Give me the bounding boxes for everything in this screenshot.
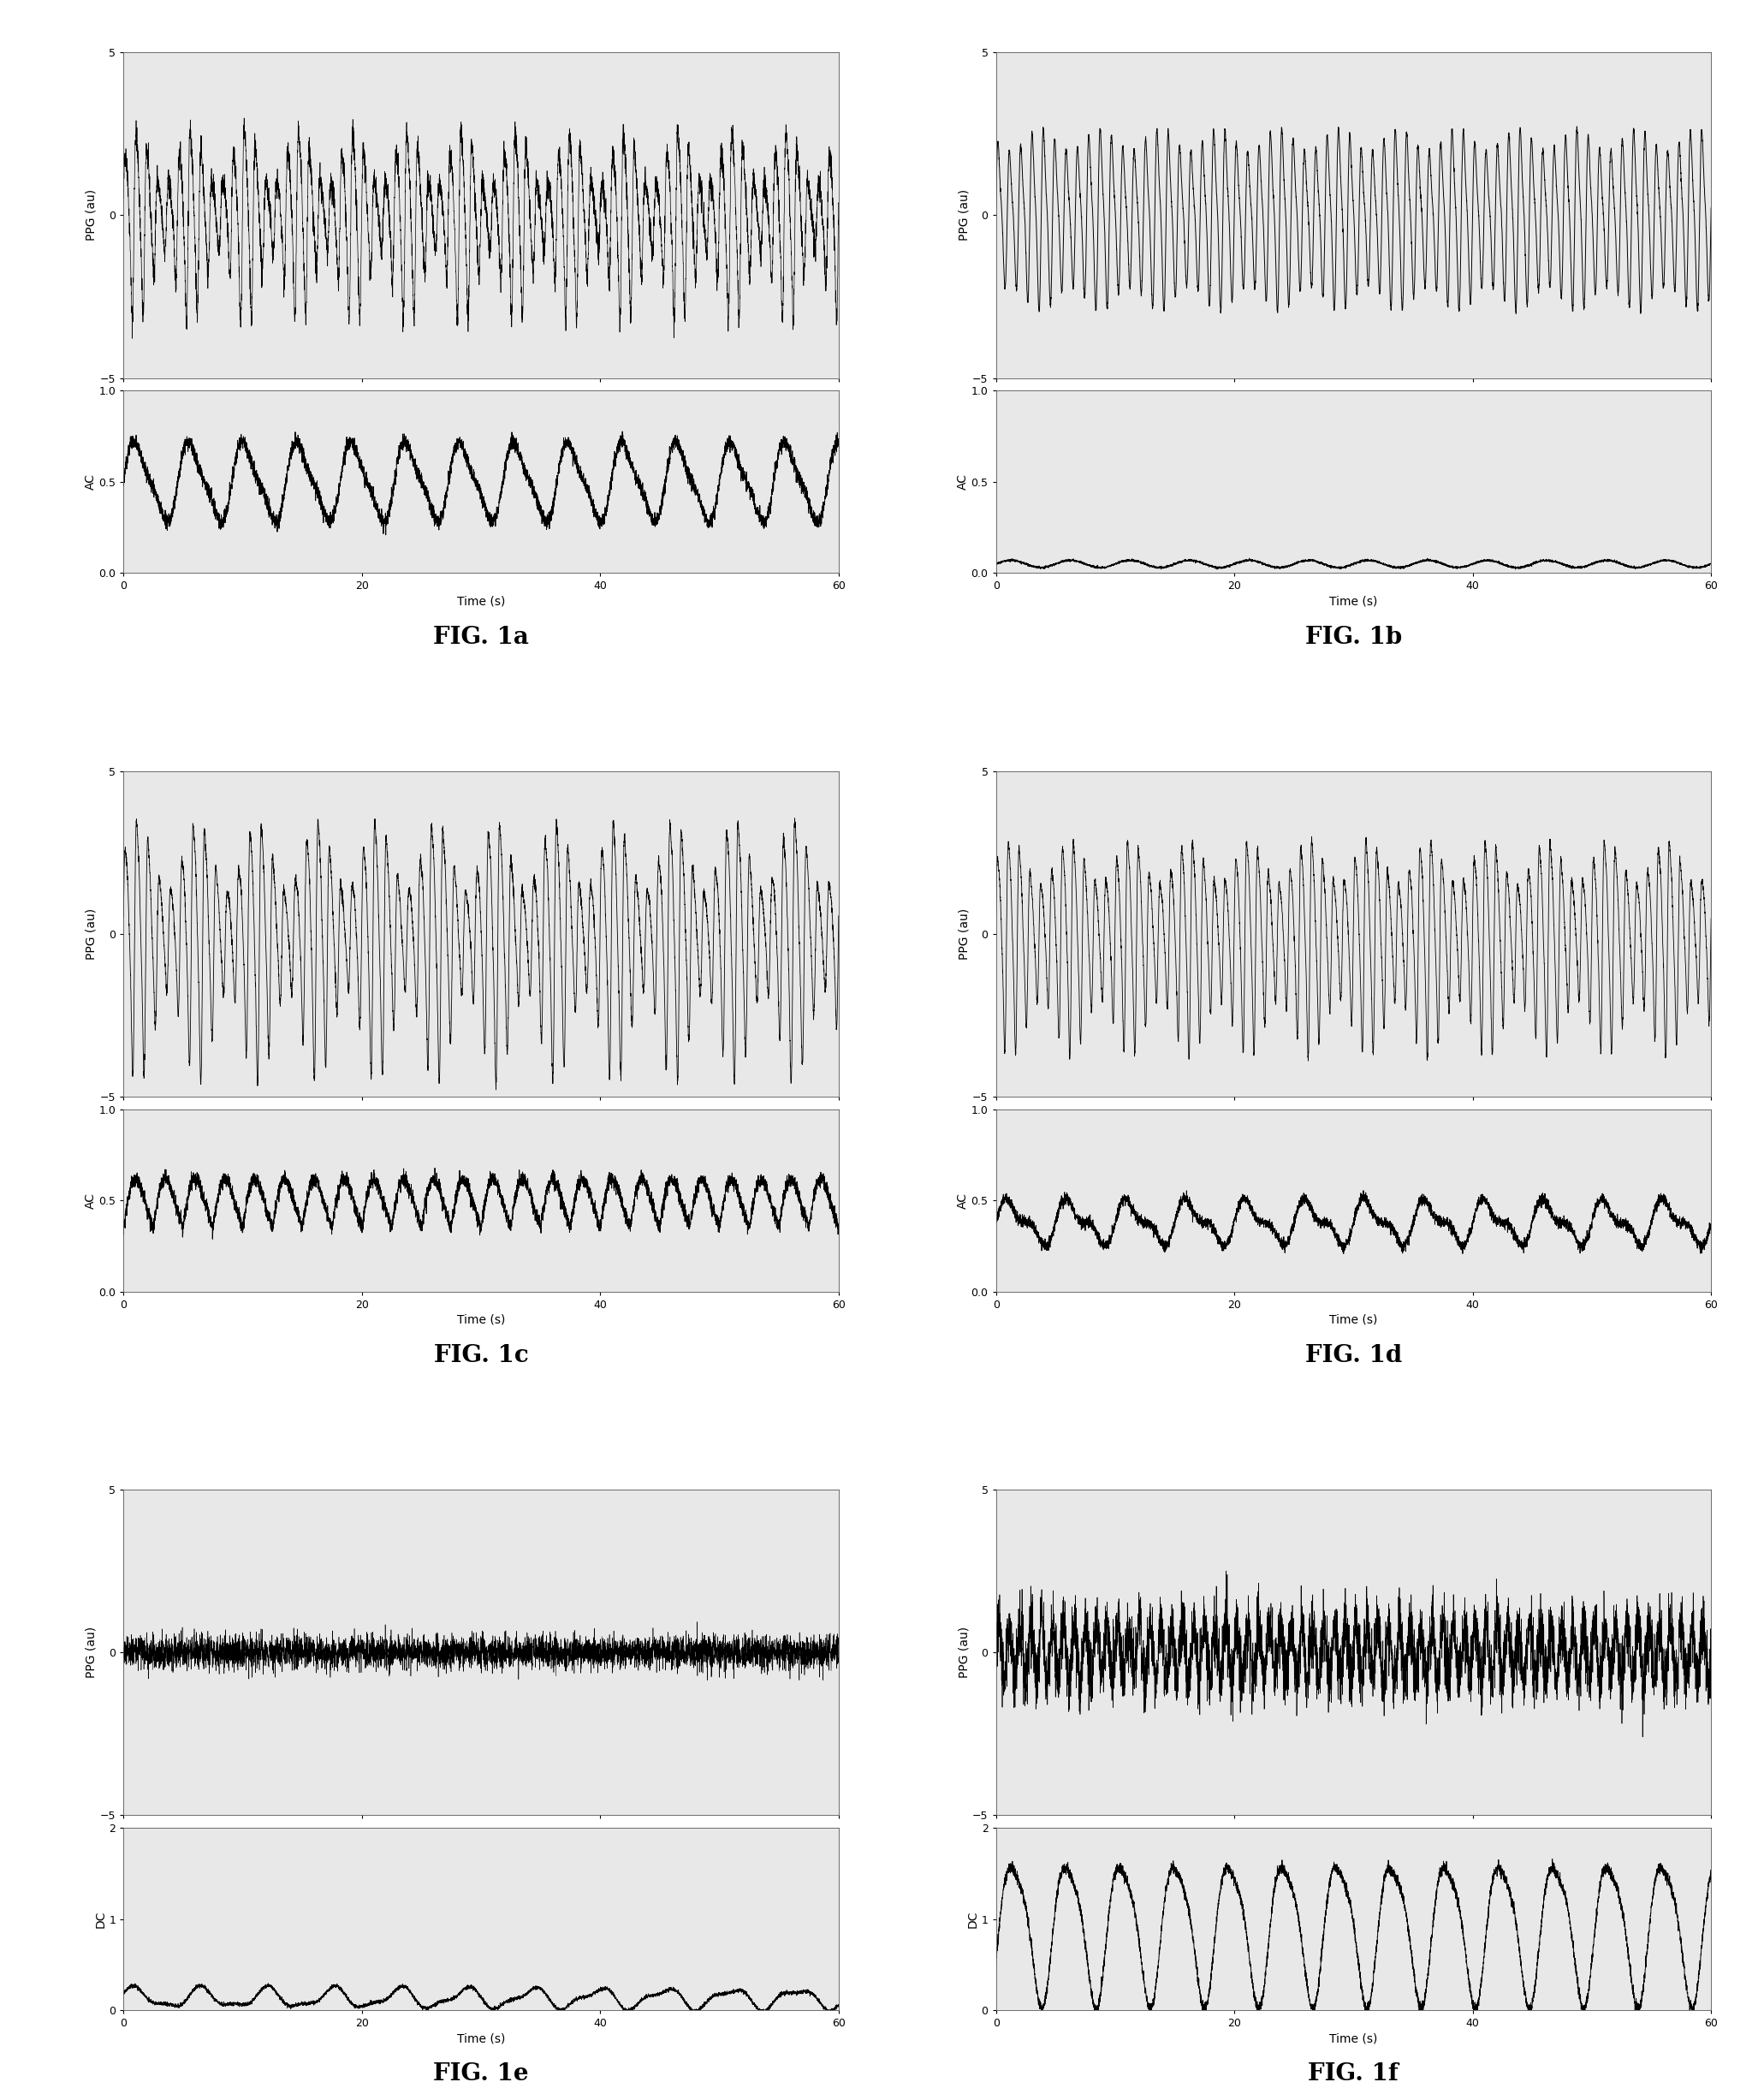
Y-axis label: PPG (au): PPG (au)	[86, 188, 97, 241]
X-axis label: Time (s): Time (s)	[1330, 2033, 1378, 2044]
Y-axis label: PPG (au): PPG (au)	[86, 909, 97, 959]
X-axis label: Time (s): Time (s)	[457, 2033, 505, 2044]
Y-axis label: AC: AC	[85, 473, 97, 490]
Y-axis label: DC: DC	[95, 1910, 106, 1929]
Text: FIG. 1c: FIG. 1c	[434, 1344, 529, 1367]
Y-axis label: PPG (au): PPG (au)	[86, 1627, 97, 1677]
Y-axis label: DC: DC	[967, 1910, 979, 1929]
Y-axis label: AC: AC	[85, 1191, 97, 1208]
Text: FIG. 1a: FIG. 1a	[434, 626, 529, 649]
Y-axis label: AC: AC	[956, 1191, 968, 1208]
Text: FIG. 1f: FIG. 1f	[1309, 2063, 1399, 2086]
Text: FIG. 1d: FIG. 1d	[1305, 1344, 1402, 1367]
X-axis label: Time (s): Time (s)	[1330, 1315, 1378, 1326]
X-axis label: Time (s): Time (s)	[457, 1315, 505, 1326]
Y-axis label: PPG (au): PPG (au)	[958, 909, 970, 959]
Y-axis label: PPG (au): PPG (au)	[958, 188, 970, 241]
X-axis label: Time (s): Time (s)	[457, 595, 505, 607]
Y-axis label: PPG (au): PPG (au)	[958, 1627, 970, 1677]
Text: FIG. 1b: FIG. 1b	[1305, 626, 1402, 649]
X-axis label: Time (s): Time (s)	[1330, 595, 1378, 607]
Y-axis label: AC: AC	[956, 473, 968, 490]
Text: FIG. 1e: FIG. 1e	[434, 2063, 529, 2086]
